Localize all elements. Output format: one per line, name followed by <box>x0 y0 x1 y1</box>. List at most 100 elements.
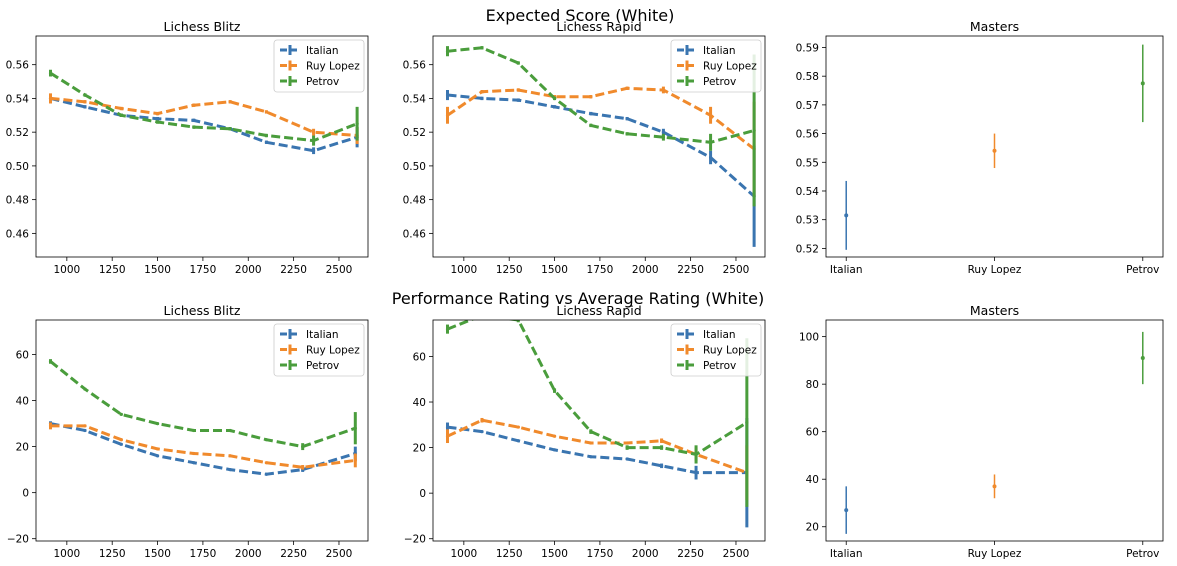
y-tick-label: 0.50 <box>6 161 29 173</box>
x-tick-label: 1750 <box>587 548 614 560</box>
y-tick-label: 80 <box>806 379 819 391</box>
legend-label: Italian <box>703 329 736 341</box>
y-tick-label: 0.55 <box>796 157 819 169</box>
data-point <box>48 71 53 75</box>
y-tick-label: 0.48 <box>6 195 29 207</box>
x-tick-label: 2250 <box>280 548 307 560</box>
data-point <box>516 98 520 102</box>
chart-score-blitz: Lichess Blitz 0.46 0.48 0.50 0.52 0.54 0.56 100… <box>6 19 369 276</box>
legend-entry: Ruy Lopez <box>677 60 757 73</box>
x-tick-label: 2000 <box>235 264 262 276</box>
data-point <box>155 117 160 121</box>
series-line <box>447 93 756 198</box>
x-tick-label: 2500 <box>326 264 353 276</box>
series-line <box>50 96 358 137</box>
y-tick-label: 0.52 <box>796 243 819 255</box>
y-tick-label: 40 <box>413 397 426 409</box>
data-point <box>745 420 749 425</box>
legend-entry: Ruy Lopez <box>280 60 360 73</box>
data-point <box>516 439 520 443</box>
data-point <box>445 425 450 429</box>
y-tick-label: 100 <box>799 332 819 344</box>
x-tick-label: 1500 <box>144 548 171 560</box>
data-point <box>445 49 450 53</box>
x-tick-label: Petrov <box>1126 264 1159 276</box>
data-point <box>445 113 450 117</box>
series-line <box>49 71 358 143</box>
axes-frame <box>825 35 1164 258</box>
data-point <box>228 468 232 472</box>
data-point <box>661 88 666 92</box>
legend-label: Petrov <box>703 360 736 372</box>
data-point <box>625 457 629 461</box>
legend-box <box>273 39 365 93</box>
series-petrov <box>445 46 756 207</box>
legend-label: Ruy Lopez <box>306 345 360 357</box>
data-point <box>516 88 520 92</box>
x-tick-label: 1250 <box>496 548 523 560</box>
y-tick-label: 40 <box>16 396 29 408</box>
chart-perf-masters: Masters 20 40 60 80 100 Italian Ruy Lopez Petrov <box>799 303 1164 560</box>
y-tick-label: 20 <box>16 442 29 454</box>
data-point <box>155 447 160 451</box>
x-tick-label: 1000 <box>450 548 477 560</box>
series-line <box>50 424 356 469</box>
data-point <box>155 454 160 458</box>
legend-entry: Petrov <box>280 76 339 88</box>
data-point <box>83 105 87 109</box>
legend-box <box>273 323 365 377</box>
data-point <box>48 359 53 364</box>
legend-label: Italian <box>306 329 339 341</box>
y-tick-label: 0 <box>22 488 29 500</box>
y-tick-label: 40 <box>806 474 819 486</box>
series-line <box>446 418 748 475</box>
data-point <box>445 93 450 97</box>
data-point <box>192 118 196 122</box>
data-point <box>192 428 196 433</box>
x-tick-label: 2250 <box>677 264 704 276</box>
data-point <box>119 412 123 416</box>
y-tick-label: 0.53 <box>796 215 819 227</box>
data-point <box>228 100 232 104</box>
legend-label: Ruy Lopez <box>306 61 360 73</box>
data-point <box>659 464 664 468</box>
data-point <box>155 421 160 426</box>
y-tick-label: 0.48 <box>403 195 426 207</box>
chart-title: Lichess Rapid <box>556 19 641 34</box>
legend-label: Petrov <box>306 360 339 372</box>
x-tick-label: 2000 <box>235 548 262 560</box>
data-point <box>119 106 123 111</box>
data-point <box>480 314 483 317</box>
x-tick-label: 1500 <box>541 548 568 560</box>
data-point <box>192 103 196 107</box>
data-point <box>480 90 484 94</box>
x-tick-label: Italian <box>830 548 863 560</box>
x-tick-label: 2000 <box>632 548 659 560</box>
x-tick-label: 1250 <box>496 264 523 276</box>
legend-label: Italian <box>703 45 736 57</box>
axes-frame <box>35 35 369 258</box>
plot-area <box>48 69 359 155</box>
data-point <box>445 434 450 438</box>
legend: Italian Ruy Lopez Petrov <box>273 323 365 377</box>
x-tick-label: 1500 <box>144 264 171 276</box>
data-point <box>301 445 305 449</box>
y-tick-label: 0.52 <box>6 127 29 139</box>
y-tick-label: 0.56 <box>796 129 820 141</box>
legend-entry: Italian <box>677 45 736 57</box>
data-point <box>694 452 698 457</box>
data-point <box>589 112 593 116</box>
y-tick-label: 20 <box>806 522 819 534</box>
y-tick-label: 0.46 <box>403 228 427 240</box>
data-point <box>192 125 196 129</box>
data-point <box>311 138 316 143</box>
data-point <box>155 120 160 124</box>
axes-frame <box>825 319 1164 542</box>
y-tick-label: 0.52 <box>403 127 426 139</box>
data-point <box>353 426 357 430</box>
data-point <box>228 127 232 131</box>
legend-label: Italian <box>306 45 339 57</box>
y-tick-label: 20 <box>413 443 426 455</box>
data-point <box>516 425 520 429</box>
